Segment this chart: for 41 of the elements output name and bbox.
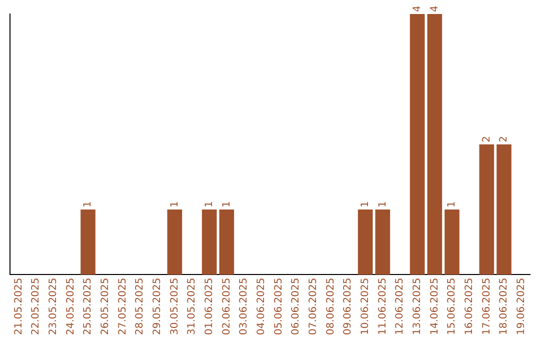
data-label: 4 (429, 6, 440, 12)
x-tick-label: 27.05.2025 (117, 278, 128, 336)
x-tick-label: 16.06.2025 (464, 278, 475, 336)
x-tick-label: 04.06.2025 (256, 278, 267, 336)
x-tick-label: 24.05.2025 (65, 278, 76, 336)
x-tick-label: 21.05.2025 (13, 278, 24, 336)
data-label: 4 (412, 6, 423, 12)
data-label: 1 (169, 201, 180, 208)
data-label: 1 (360, 201, 371, 208)
x-tick-label: 08.06.2025 (325, 278, 336, 336)
x-tick-label: 07.06.2025 (308, 278, 319, 336)
x-tick-label: 19.06.2025 (516, 278, 527, 336)
x-tick-label: 12.06.2025 (394, 278, 406, 336)
x-tick-label: 25.05.2025 (82, 278, 94, 336)
x-tick-label: 17.06.2025 (481, 278, 492, 336)
x-tick-label: 11.06.2025 (377, 278, 388, 336)
data-label: 1 (377, 201, 388, 208)
x-tick-label: 06.06.2025 (290, 278, 302, 336)
x-tick-label: 02.06.2025 (221, 278, 232, 336)
x-tick-label: 14.06.2025 (429, 278, 440, 336)
x-tick-label: 22.05.2025 (30, 278, 42, 336)
x-tick-label: 03.06.2025 (238, 278, 250, 336)
data-label: 1 (204, 201, 215, 208)
x-tick-label: 09.06.2025 (342, 278, 354, 336)
data-label: 1 (221, 201, 232, 208)
x-tick-label: 05.06.2025 (273, 278, 284, 336)
x-tick-label: 01.06.2025 (204, 278, 215, 336)
data-label: 2 (481, 136, 492, 142)
x-tick-label: 26.05.2025 (100, 278, 111, 336)
data-label: 1 (446, 201, 458, 208)
x-tick-label: 13.06.2025 (412, 278, 423, 336)
x-tick-label: 29.05.2025 (152, 278, 163, 336)
x-tick-label: 30.05.2025 (169, 278, 180, 336)
x-tick-label: 23.05.2025 (48, 278, 59, 336)
x-tick-label: 15.06.2025 (446, 278, 458, 336)
data-label: 2 (498, 136, 510, 142)
x-tick-label: 31.05.2025 (186, 278, 198, 336)
x-tick-label: 10.06.2025 (360, 278, 371, 336)
x-tick-label: 18.06.2025 (498, 278, 510, 336)
x-tick-label: 28.05.2025 (134, 278, 146, 336)
data-label: 1 (82, 201, 94, 208)
